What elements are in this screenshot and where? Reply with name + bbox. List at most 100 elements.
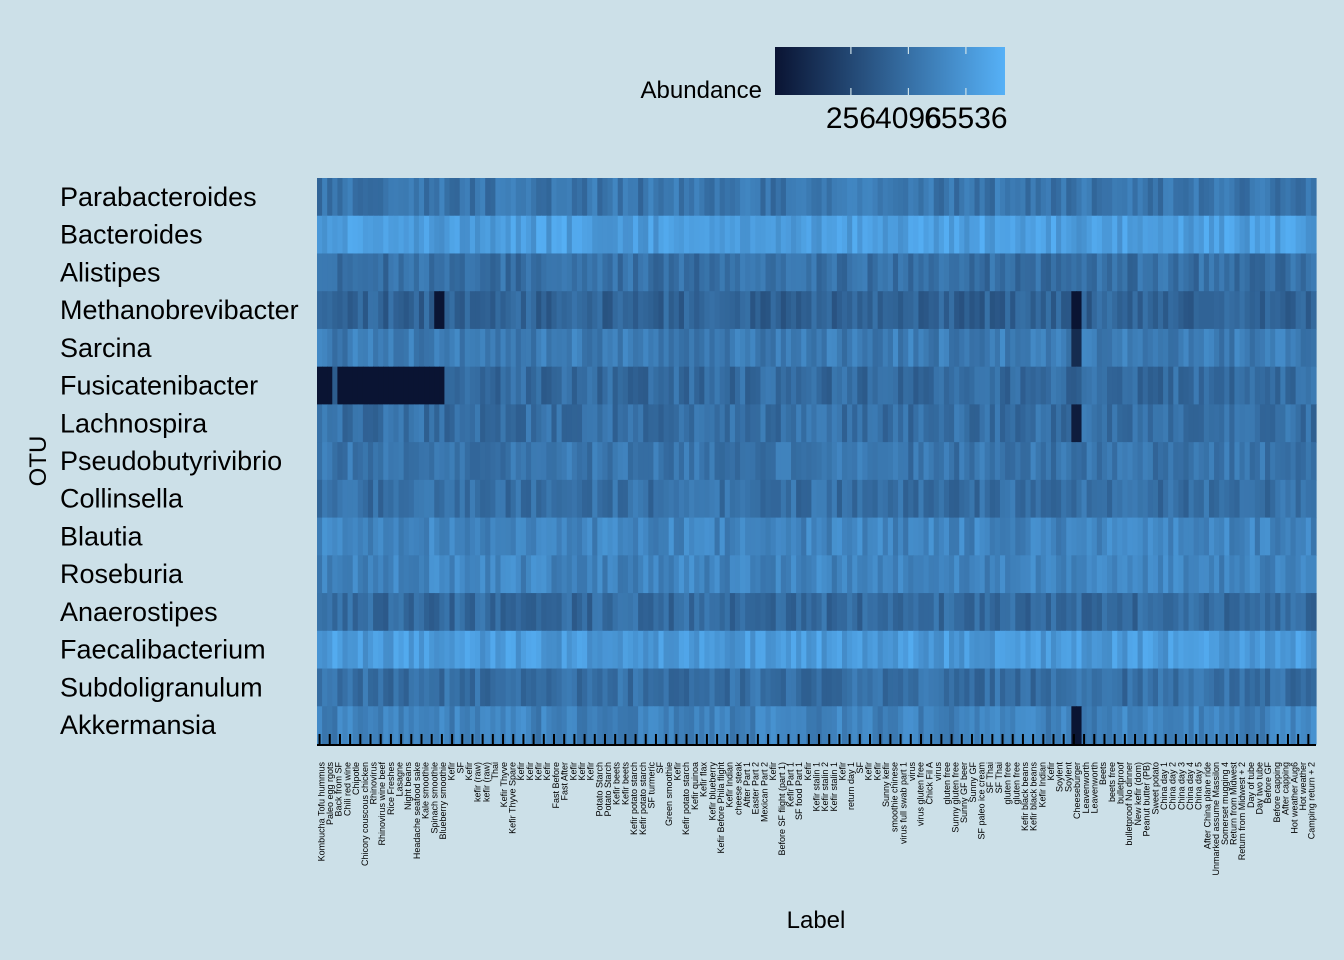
heatmap-cell (546, 668, 553, 707)
heatmap-cell (327, 593, 333, 632)
heatmap-cell (1015, 668, 1021, 707)
heatmap-cell (485, 479, 491, 519)
heatmap-cell (587, 479, 593, 519)
heatmap-cell (938, 555, 945, 594)
heatmap-cell (1117, 442, 1123, 481)
heatmap-cell (551, 404, 558, 443)
heatmap-cell (383, 630, 389, 670)
heatmap-cell (1025, 253, 1032, 292)
heatmap-cell (1219, 178, 1225, 217)
heatmap-cell (337, 178, 344, 217)
heatmap-cell (1127, 328, 1134, 368)
heatmap-cell (1249, 404, 1256, 443)
heatmap-cell (643, 366, 649, 405)
heatmap-cell (1285, 479, 1292, 519)
heatmap-cell (485, 291, 491, 330)
heatmap-cell (1259, 442, 1266, 481)
heatmap-cell (1168, 215, 1174, 255)
heatmap-cell (796, 593, 802, 632)
heatmap-cell (1122, 442, 1129, 481)
heatmap-cell (841, 668, 848, 707)
heatmap-cell (1076, 291, 1083, 330)
heatmap-cell (1168, 253, 1174, 292)
heatmap-cell (1310, 479, 1317, 519)
heatmap-cell (1157, 442, 1164, 481)
heatmap-cell (1305, 668, 1312, 707)
heatmap-cell (943, 291, 950, 330)
heatmap-cell (424, 517, 430, 556)
heatmap-cell (928, 706, 935, 745)
heatmap-cell (556, 668, 563, 707)
heatmap-cell (724, 593, 731, 632)
heatmap-cell (847, 593, 853, 632)
heatmap-cell (898, 668, 904, 707)
heatmap-cell (643, 479, 649, 519)
heatmap-cell (933, 593, 940, 632)
heatmap-cell (383, 366, 389, 405)
heatmap-cell (403, 479, 410, 519)
heatmap-cell (1178, 366, 1185, 405)
heatmap-cell (627, 253, 634, 292)
heatmap-cell (633, 328, 639, 368)
heatmap-cell (602, 668, 609, 707)
heatmap-cell (1142, 253, 1149, 292)
heatmap-cell (475, 215, 481, 255)
heatmap-cell (745, 404, 751, 443)
heatmap-cell (796, 366, 802, 405)
heatmap-cell (1244, 706, 1251, 745)
heatmap-cell (694, 706, 700, 745)
heatmap-cell (1142, 630, 1149, 670)
heatmap-cell (780, 593, 787, 632)
heatmap-cell (791, 291, 797, 330)
heatmap-cell (1285, 593, 1292, 632)
heatmap-cell (439, 178, 446, 217)
heatmap-cell (627, 668, 634, 707)
heatmap-cell (424, 366, 430, 405)
row-label: Methanobrevibacter (60, 295, 299, 325)
heatmap-cell (1254, 253, 1261, 292)
heatmap-cell (1040, 291, 1047, 330)
heatmap-cell (791, 630, 797, 670)
heatmap-cell (469, 178, 476, 217)
heatmap-cell (556, 479, 563, 519)
heatmap-cell (826, 253, 833, 292)
x-tick-label: China day 1 (1159, 762, 1169, 810)
heatmap-cell (408, 404, 415, 443)
heatmap-cell (1152, 404, 1159, 443)
heatmap-cell (449, 479, 456, 519)
heatmap-cell (663, 178, 670, 217)
heatmap-cell (1096, 706, 1103, 745)
heatmap-cell (582, 706, 588, 745)
heatmap-cell (1168, 178, 1174, 217)
heatmap-cell (556, 253, 563, 292)
heatmap-cell (683, 593, 690, 632)
heatmap-cell (566, 517, 573, 556)
heatmap-cell (719, 328, 726, 368)
heatmap-cell (566, 328, 573, 368)
heatmap-cell (658, 555, 665, 594)
heatmap-cell (689, 555, 695, 594)
heatmap-cell (1040, 178, 1047, 217)
heatmap-cell (806, 366, 813, 405)
heatmap-cell (1005, 479, 1011, 519)
heatmap-cell (1127, 215, 1134, 255)
heatmap-cell (602, 215, 609, 255)
heatmap-cell (1173, 215, 1179, 255)
heatmap-cell (663, 328, 670, 368)
heatmap-cell (1203, 479, 1210, 519)
heatmap-cell (806, 668, 813, 707)
heatmap-cell (969, 668, 976, 707)
heatmap-cell (1203, 215, 1210, 255)
heatmap-cell (561, 366, 568, 405)
heatmap-cell (459, 291, 466, 330)
heatmap-cell (954, 517, 960, 556)
heatmap-cell (979, 253, 986, 292)
heatmap-cell (561, 178, 568, 217)
heatmap-cell (1117, 668, 1123, 707)
heatmap-cell (1203, 366, 1210, 405)
heatmap-cell (1117, 706, 1123, 745)
heatmap-cell (352, 479, 359, 519)
heatmap-cell (791, 555, 797, 594)
heatmap-cell (520, 215, 527, 255)
heatmap-cell (1066, 404, 1072, 443)
